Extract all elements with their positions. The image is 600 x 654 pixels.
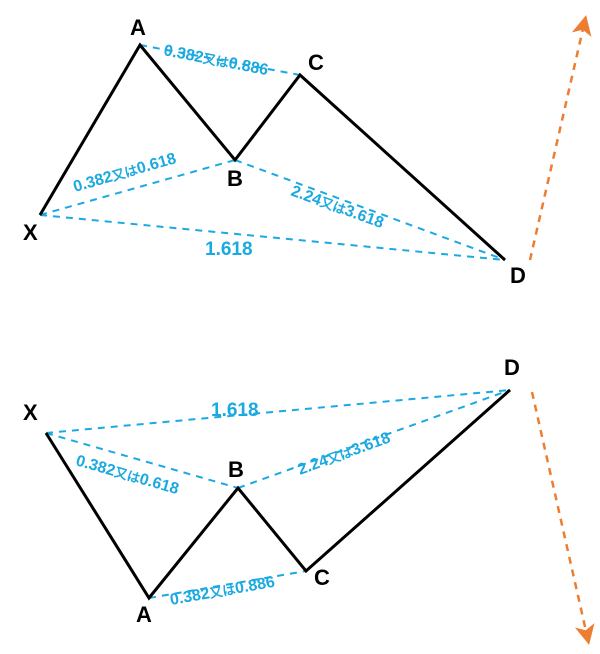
top-label-X: X [23, 220, 38, 245]
bottom-ratio-XD: 1.618 [211, 400, 259, 421]
top-label-C: C [308, 50, 324, 75]
top-pattern: X A B C D 0.382又は0.618 0.382又は0.886 2.24… [23, 15, 585, 288]
bottom-label-C: C [314, 565, 330, 590]
harmonic-pattern-diagram: X A B C D 0.382又は0.618 0.382又は0.886 2.24… [0, 0, 600, 654]
top-xabcd-path [40, 45, 505, 260]
top-label-B: B [227, 166, 243, 191]
bottom-label-X: X [23, 400, 38, 425]
top-ratio-XD: 1.618 [205, 239, 253, 260]
top-label-D: D [510, 263, 526, 288]
top-ratio-XB: 0.382又は0.618 [71, 150, 178, 196]
top-ratio-BD: 2.24又は3.618 [289, 183, 386, 232]
bottom-ratio-XB: 0.382又は0.618 [74, 453, 181, 499]
bottom-label-B: B [228, 457, 244, 482]
bottom-label-A: A [136, 602, 152, 627]
bottom-label-D: D [504, 355, 520, 380]
bottom-ratio-BD: 2.24又は3.618 [296, 430, 393, 479]
top-projection-arrow [530, 20, 585, 260]
top-label-A: A [130, 15, 146, 40]
top-line-XD [40, 215, 505, 260]
bottom-projection-arrow [532, 392, 588, 640]
bottom-pattern: X A B C D 1.618 0.382又は0.618 2.24又は3.618… [23, 355, 588, 640]
top-ratio-AC: 0.382又は0.886 [162, 42, 269, 79]
bottom-xabcd-path [46, 390, 510, 598]
bottom-ratio-AC: 0.382又は0.886 [169, 574, 277, 609]
bottom-line-XD [46, 390, 510, 433]
